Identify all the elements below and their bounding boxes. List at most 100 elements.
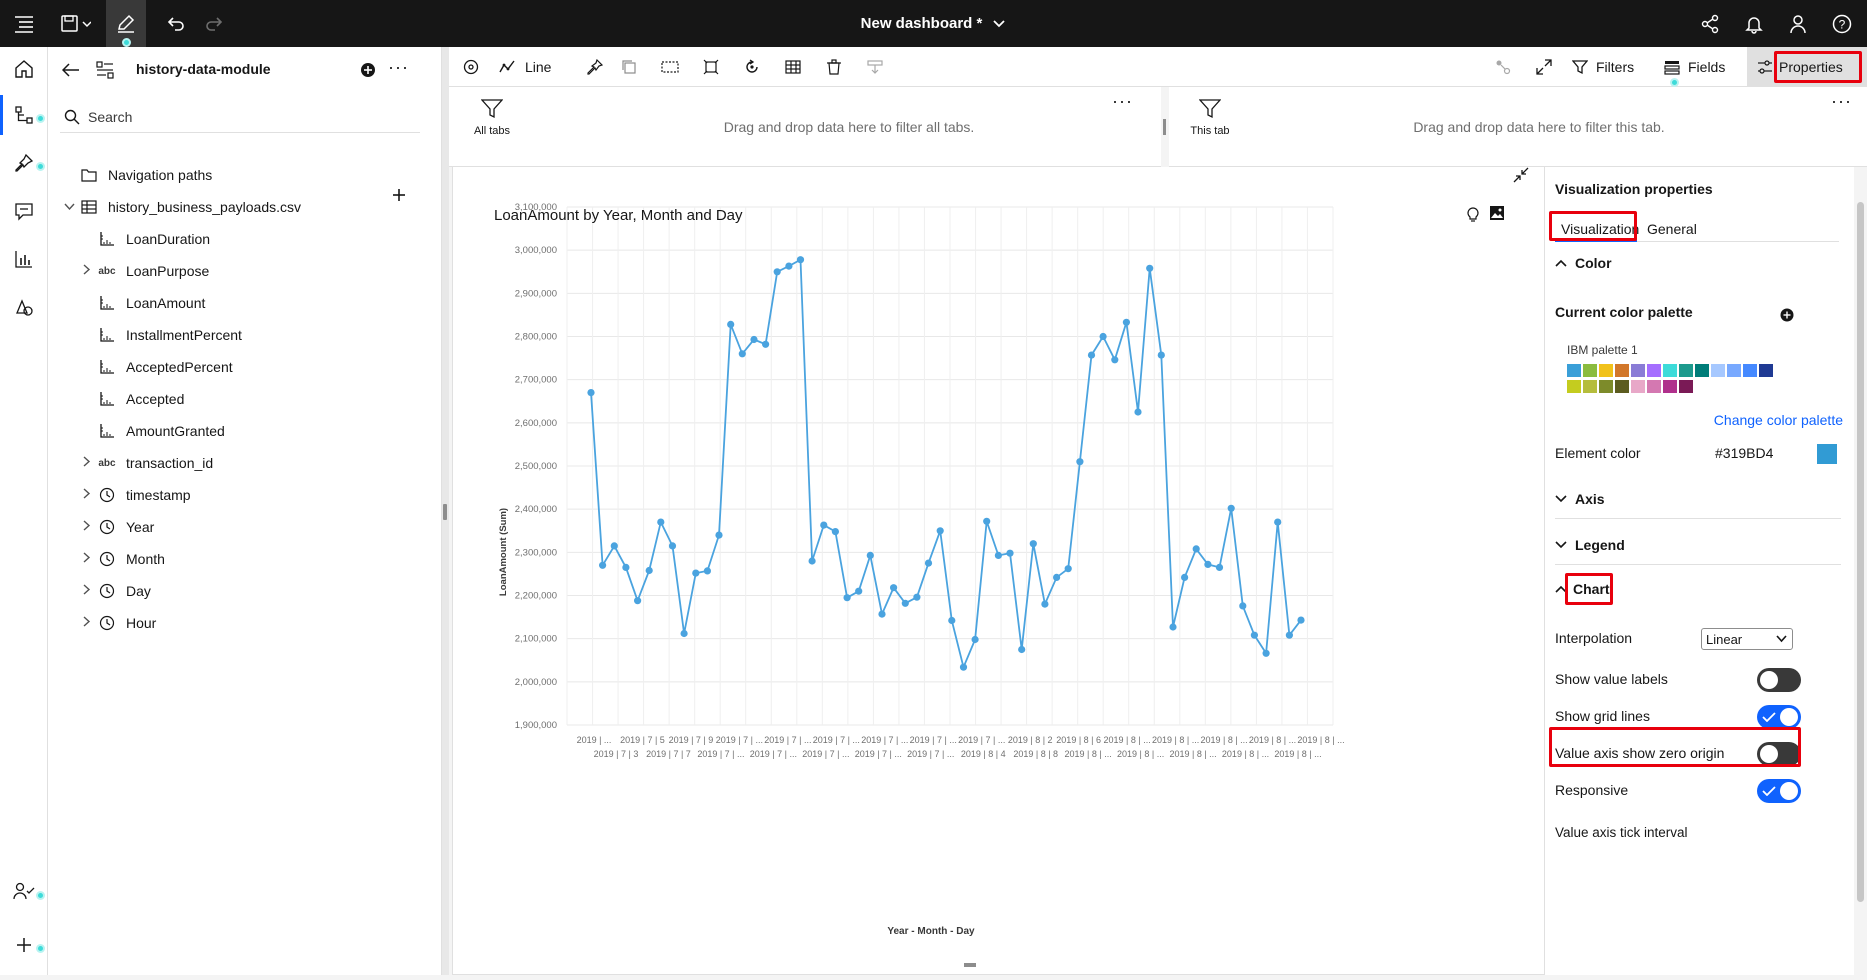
chevron-right-icon[interactable] bbox=[78, 264, 96, 278]
palette-swatch[interactable] bbox=[1615, 380, 1629, 393]
responsive-toggle[interactable] bbox=[1757, 779, 1801, 803]
this-tab-filter[interactable]: This tab bbox=[1190, 99, 1230, 137]
edit-icon[interactable] bbox=[106, 0, 146, 47]
chevron-right-icon[interactable] bbox=[78, 584, 96, 598]
add-navigation-path-icon[interactable] bbox=[392, 188, 406, 207]
palette-swatch[interactable] bbox=[1663, 364, 1677, 377]
dashboard-title[interactable]: New dashboard * bbox=[860, 15, 983, 32]
tree-item[interactable]: LoanAmount bbox=[78, 289, 205, 317]
select-area-icon[interactable] bbox=[658, 47, 682, 87]
tab-visualization[interactable]: Visualization bbox=[1561, 221, 1640, 237]
pin-widget-icon[interactable] bbox=[583, 47, 607, 87]
palette-swatch[interactable] bbox=[1631, 380, 1645, 393]
all-tabs-filter[interactable]: All tabs bbox=[472, 99, 512, 137]
palette-swatch[interactable] bbox=[1679, 380, 1693, 393]
panel-splitter[interactable] bbox=[442, 47, 449, 975]
tree-item[interactable]: Day bbox=[78, 577, 151, 605]
comment-icon[interactable] bbox=[10, 197, 38, 225]
search-input[interactable]: Search bbox=[60, 101, 420, 133]
splitter-handle[interactable] bbox=[443, 504, 447, 520]
undo-icon[interactable] bbox=[158, 0, 194, 47]
element-color-value[interactable]: #319BD4 bbox=[1715, 445, 1774, 461]
tree-item[interactable]: abc transaction_id bbox=[78, 449, 213, 477]
user-icon[interactable] bbox=[1780, 0, 1816, 47]
chart-widget[interactable]: 1,900,000 2,000,000 2,100,000 2,200,000 2,30… bbox=[452, 167, 1551, 975]
viz-type-selector[interactable]: Line bbox=[499, 47, 569, 87]
refresh-icon[interactable] bbox=[740, 47, 764, 87]
tree-item[interactable]: abc LoanPurpose bbox=[78, 257, 209, 285]
canvas-resize-handle[interactable] bbox=[964, 963, 976, 967]
properties-scrollbar[interactable] bbox=[1854, 167, 1867, 975]
tree-item[interactable]: InstallmentPercent bbox=[78, 321, 242, 349]
tree-item[interactable]: Year bbox=[78, 513, 154, 541]
tree-item[interactable]: AcceptedPercent bbox=[78, 353, 233, 381]
divider-handle[interactable] bbox=[1163, 119, 1166, 135]
save-icon[interactable] bbox=[54, 0, 98, 47]
palette-swatch[interactable] bbox=[1631, 364, 1645, 377]
palette-swatch[interactable] bbox=[1567, 364, 1581, 377]
palette-swatch[interactable] bbox=[1711, 364, 1725, 377]
overflow-menu-icon[interactable]: ··· bbox=[1831, 91, 1852, 111]
shapes-icon[interactable] bbox=[10, 293, 38, 321]
filter-divider[interactable] bbox=[1161, 87, 1169, 167]
delete-icon[interactable] bbox=[822, 47, 846, 87]
drill-icon[interactable] bbox=[863, 47, 887, 87]
table-view-icon[interactable] bbox=[781, 47, 805, 87]
share-icon[interactable] bbox=[1692, 0, 1728, 47]
palette-icon[interactable] bbox=[459, 47, 483, 87]
tree-item[interactable]: Navigation paths bbox=[60, 161, 212, 189]
show-value-labels-toggle[interactable] bbox=[1757, 668, 1801, 692]
palette-swatch[interactable] bbox=[1647, 364, 1661, 377]
all-tabs-filter-zone[interactable]: All tabs Drag and drop data here to filt… bbox=[449, 87, 1161, 167]
connect-icon[interactable] bbox=[1491, 47, 1515, 87]
help-icon[interactable]: ? bbox=[1824, 0, 1860, 47]
collaborate-icon[interactable] bbox=[10, 877, 38, 905]
back-arrow-icon[interactable] bbox=[61, 62, 80, 83]
chevron-right-icon[interactable] bbox=[78, 520, 96, 534]
palette-swatch[interactable] bbox=[1599, 380, 1613, 393]
tree-item[interactable]: Hour bbox=[78, 609, 156, 637]
redo-icon[interactable] bbox=[196, 0, 232, 47]
palette-swatch[interactable] bbox=[1743, 364, 1757, 377]
add-icon[interactable] bbox=[10, 931, 38, 959]
palette-swatch[interactable] bbox=[1647, 380, 1661, 393]
element-color-swatch[interactable] bbox=[1817, 444, 1837, 464]
overflow-menu-icon[interactable]: ··· bbox=[1112, 91, 1133, 111]
tree-item[interactable]: history_business_payloads.csv bbox=[60, 193, 301, 221]
chevron-right-icon[interactable] bbox=[78, 456, 96, 470]
tree-item[interactable]: LoanDuration bbox=[78, 225, 210, 253]
palette-swatch[interactable] bbox=[1679, 364, 1693, 377]
tree-item[interactable]: timestamp bbox=[78, 481, 191, 509]
chevron-down-icon[interactable] bbox=[992, 19, 1006, 29]
pin-icon[interactable] bbox=[10, 149, 38, 177]
section-axis-header[interactable]: Axis bbox=[1555, 491, 1605, 507]
collapse-icon[interactable] bbox=[1513, 167, 1529, 188]
interpolation-select[interactable]: Linear bbox=[1701, 628, 1793, 650]
tree-item[interactable]: Accepted bbox=[78, 385, 184, 413]
visualization-icon[interactable] bbox=[10, 245, 38, 273]
overflow-menu-icon[interactable]: ··· bbox=[388, 57, 409, 77]
chevron-right-icon[interactable] bbox=[78, 488, 96, 502]
chevron-down-icon[interactable] bbox=[60, 200, 78, 214]
tree-item[interactable]: Month bbox=[78, 545, 165, 573]
this-tab-filter-zone[interactable]: This tab Drag and drop data here to filt… bbox=[1169, 87, 1867, 167]
section-chart-header[interactable]: Chart bbox=[1555, 581, 1610, 597]
palette-swatch[interactable] bbox=[1567, 380, 1581, 393]
palette-swatch[interactable] bbox=[1599, 364, 1613, 377]
copy-icon[interactable] bbox=[617, 47, 641, 87]
expand-icon[interactable] bbox=[1532, 47, 1556, 87]
fit-icon[interactable] bbox=[699, 47, 723, 87]
home-icon[interactable] bbox=[10, 55, 38, 83]
palette-swatch[interactable] bbox=[1583, 380, 1597, 393]
scrollbar-thumb[interactable] bbox=[1857, 202, 1864, 902]
change-palette-link[interactable]: Change color palette bbox=[1713, 412, 1843, 428]
tree-item[interactable]: AmountGranted bbox=[78, 417, 225, 445]
fields-button[interactable]: Fields bbox=[1664, 47, 1744, 87]
insights-bulb-icon[interactable] bbox=[1466, 206, 1480, 227]
image-icon[interactable] bbox=[1489, 205, 1505, 226]
value-axis-zero-toggle[interactable] bbox=[1757, 742, 1801, 766]
tab-general[interactable]: General bbox=[1647, 221, 1697, 237]
chevron-right-icon[interactable] bbox=[78, 616, 96, 630]
add-source-icon[interactable] bbox=[360, 62, 376, 83]
menu-icon[interactable] bbox=[8, 0, 40, 47]
